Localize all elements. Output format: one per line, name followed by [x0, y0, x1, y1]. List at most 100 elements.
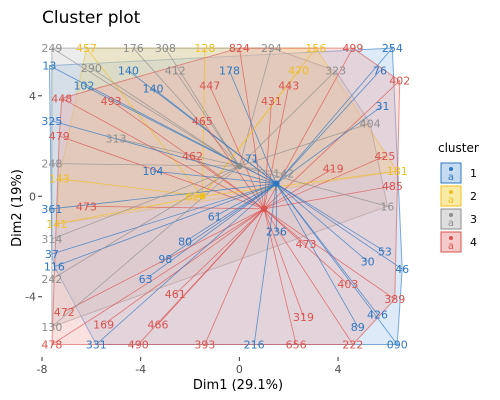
cluster-spoke: [51, 165, 240, 328]
point-label: 53: [378, 246, 392, 259]
point-label: 319: [293, 311, 314, 324]
point-label: 325: [41, 115, 62, 128]
point-label: 447: [199, 80, 220, 93]
point-label: 98: [158, 253, 172, 266]
point-label: 389: [384, 293, 405, 306]
cluster-spoke: [263, 80, 401, 210]
cluster-center-2: [199, 193, 206, 200]
legend-key-dot: [449, 167, 453, 171]
legend-key-4: [440, 231, 462, 253]
legend-key-glyph: a: [448, 241, 454, 252]
cluster-spoke: [276, 183, 386, 252]
point-label: 479: [49, 130, 70, 143]
cluster-spoke: [253, 183, 277, 345]
legend-key-dot: [449, 236, 453, 240]
cluster-spoke: [251, 158, 277, 184]
point-label: 393: [194, 338, 215, 351]
point-label: 248: [41, 158, 62, 171]
point-label: 431: [261, 95, 282, 108]
cluster-spoke: [276, 70, 381, 184]
point-label: 143: [49, 173, 70, 186]
point-label: 361: [41, 203, 62, 216]
point-label: 30: [361, 256, 375, 269]
point-label: 142: [273, 168, 294, 181]
cluster-center-1: [273, 180, 280, 187]
point-label: 71: [245, 153, 259, 166]
cluster-spoke: [263, 208, 297, 345]
point-label: 473: [295, 238, 316, 251]
x-tick-label: 4: [335, 363, 342, 376]
cluster-spoke: [263, 208, 349, 285]
cluster-spoke: [51, 165, 240, 240]
point-label: 249: [41, 42, 62, 55]
point-label: 63: [139, 273, 153, 286]
point-label: 448: [51, 92, 72, 105]
point-label: 403: [337, 278, 358, 291]
cluster-spoke: [86, 47, 203, 197]
point-label: 493: [101, 95, 122, 108]
legend-label-3: 3: [470, 213, 477, 226]
legend-key-glyph: a: [448, 218, 454, 229]
point-label: 412: [165, 65, 186, 78]
point-label: 176: [123, 42, 144, 55]
point-label: 472: [54, 306, 75, 319]
legend-key-1: [440, 162, 462, 184]
point-label: 216: [244, 338, 265, 351]
cluster-spoke: [229, 70, 277, 184]
point-label: 419: [323, 163, 344, 176]
point-label: 461: [165, 288, 186, 301]
point-label: 89: [351, 321, 365, 334]
legend-key-glyph: a: [448, 172, 454, 183]
point-label: 116: [44, 261, 65, 274]
cluster-center-3: [236, 162, 243, 170]
point-label: 31: [375, 100, 389, 113]
point-label: 470: [288, 65, 309, 78]
x-tick-label: -8: [37, 363, 48, 376]
point-label: 462: [182, 150, 203, 163]
cluster-spoke: [239, 70, 336, 167]
point-label: 37: [45, 248, 59, 261]
point-label: 313: [106, 132, 127, 145]
point-label: 426: [367, 308, 388, 321]
point-label: 457: [76, 42, 97, 55]
point-label: 61: [208, 210, 222, 223]
point-label: 156: [305, 42, 326, 55]
legend-key-dot: [449, 190, 453, 194]
point-label: 490: [128, 338, 149, 351]
cluster-spoke: [276, 47, 393, 184]
cluster-center-4: [260, 205, 268, 213]
cluster-spoke: [61, 97, 265, 210]
cluster-spoke: [174, 208, 265, 295]
cluster-spoke: [263, 185, 393, 210]
cluster-spoke: [145, 183, 277, 280]
x-tick-label: -4: [135, 363, 146, 376]
point-label: 76: [373, 65, 387, 78]
cluster-spoke: [51, 208, 265, 345]
point-label: 308: [155, 42, 176, 55]
point-label: 141: [46, 218, 67, 231]
cluster-spoke: [165, 183, 277, 260]
point-label: 473: [76, 200, 97, 213]
cluster-spoke: [204, 208, 265, 345]
cluster-spoke: [91, 67, 240, 167]
cluster-spoke: [184, 183, 277, 242]
cluster-spoke: [214, 183, 277, 217]
point-label: 178: [219, 65, 240, 78]
cluster-spoke: [209, 85, 265, 209]
point-label: 824: [229, 42, 250, 55]
cluster-spoke: [115, 138, 240, 167]
cluster-spoke: [174, 70, 240, 167]
point-label: 499: [342, 42, 363, 55]
point-label: 80: [178, 235, 192, 248]
cluster-spoke: [64, 208, 265, 313]
point-label: 485: [382, 180, 403, 193]
point-label: 169: [93, 318, 114, 331]
point-label: 222: [342, 338, 363, 351]
cluster-spoke: [276, 183, 359, 328]
point-label: 290: [81, 62, 102, 75]
point-label: 465: [192, 115, 213, 128]
cluster-spoke: [263, 155, 386, 210]
x-axis: -8 -4 0 4: [37, 357, 342, 376]
point-label: 236: [266, 225, 287, 238]
cluster-spoke: [51, 165, 240, 280]
